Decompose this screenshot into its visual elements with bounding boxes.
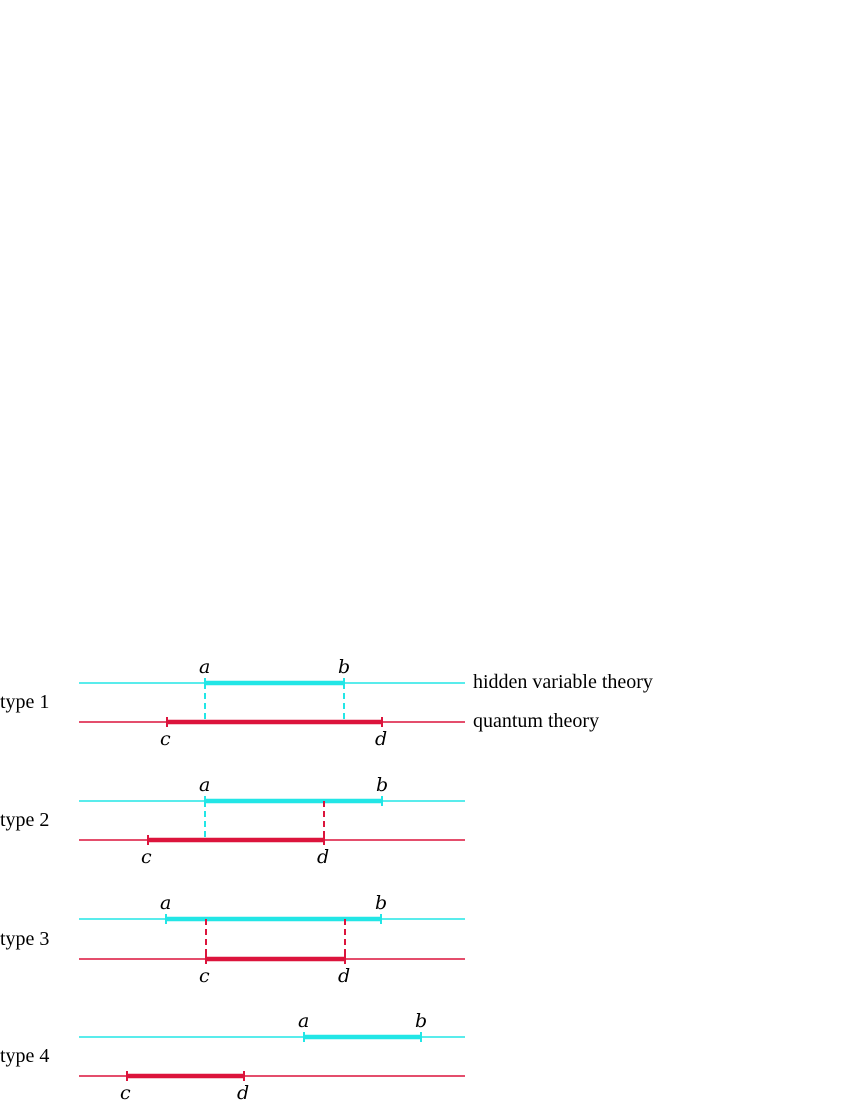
type-1-label: type 1 [0,691,49,713]
type-4-label: type 4 [0,1045,49,1067]
point-a-label: a [199,774,210,796]
type-2-label: type 2 [0,809,49,831]
point-b-label: b [415,1010,427,1032]
point-a-label: a [160,892,171,914]
point-b-label: b [375,892,387,914]
type-4-group: type 4 a b c d [0,1010,465,1104]
point-c-label: c [160,728,171,750]
point-d-label: d [317,846,329,868]
point-c-label: c [199,965,210,987]
point-c-label: c [120,1082,131,1100]
type-3-label: type 3 [0,928,49,950]
point-b-label: b [376,774,388,796]
point-a-label: a [199,656,210,678]
point-a-label: a [298,1010,309,1032]
legend-quantum-theory: quantum theory [473,710,599,732]
type-2-group: type 2 a b c d [0,774,465,868]
point-d-label: d [237,1082,249,1100]
point-d-label: d [338,965,350,987]
type-3-group: type 3 a b c d [0,892,465,987]
point-c-label: c [141,846,152,868]
legend-hidden-variable-theory: hidden variable theory [473,671,653,693]
point-d-label: d [375,728,387,750]
type-1-group: type 1 a b c d hidden variable theory qu… [0,656,653,750]
point-b-label: b [338,656,350,678]
